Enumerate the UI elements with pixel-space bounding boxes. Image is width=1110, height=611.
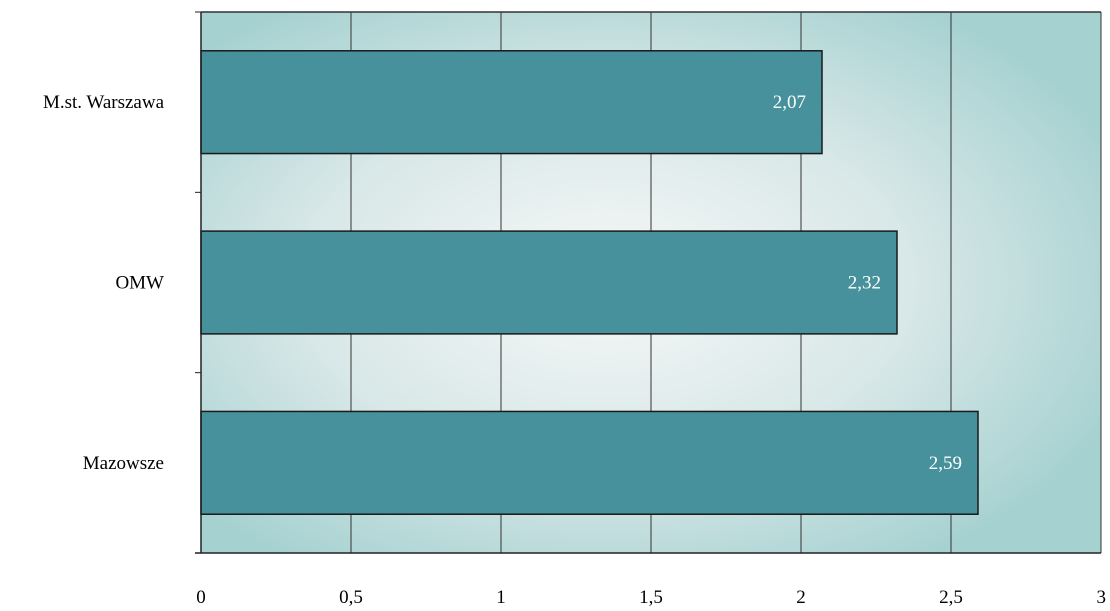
bar (200, 50, 823, 155)
bars (200, 50, 979, 515)
bar (200, 410, 979, 515)
data-label: 2,07 (773, 92, 806, 113)
data-label: 2,59 (929, 453, 962, 474)
x-tick-label: 1,5 (639, 587, 663, 608)
x-tick-label: 0 (196, 587, 206, 608)
category-label: M.st. Warszawa (43, 92, 165, 113)
x-tick-label: 1 (496, 587, 506, 608)
data-label: 2,32 (848, 273, 881, 294)
x-tick-label: 0,5 (339, 587, 363, 608)
x-tick-label: 2,5 (939, 587, 963, 608)
axes (195, 11, 1101, 554)
category-label: OMW (115, 273, 164, 294)
labels: 2,07 M.st. Warszawa 2,32 OMW 2,59 Mazowsze 0 0,… (43, 92, 1106, 608)
x-tick-label: 2 (796, 587, 806, 608)
bar (200, 230, 898, 335)
category-label: Mazowsze (83, 453, 164, 474)
x-tick-label: 3 (1097, 587, 1107, 608)
